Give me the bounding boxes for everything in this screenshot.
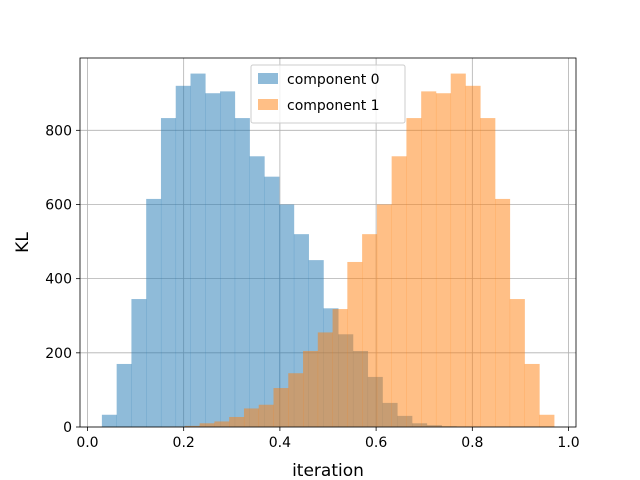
bar-component-1	[273, 388, 289, 427]
y-tick-label: 400	[45, 272, 72, 288]
bar-component-1	[391, 156, 407, 428]
x-tick-label: 0.4	[269, 435, 291, 451]
bar-component-1	[406, 118, 422, 427]
bar-component-1	[184, 425, 200, 427]
bar-component-0	[175, 85, 191, 427]
bar-component-0	[101, 414, 117, 427]
bar-component-1	[480, 118, 496, 427]
bar-component-1	[450, 73, 466, 428]
legend: component 0 component 1	[250, 64, 406, 124]
bar-component-0	[220, 91, 236, 427]
bar-component-0	[234, 118, 250, 427]
bar-component-1	[303, 350, 319, 427]
bar-component-0	[279, 204, 295, 427]
bar-component-1	[362, 234, 378, 427]
x-axis-ticks: 0.0 0.2 0.4 0.6 0.8 1.0	[76, 427, 580, 451]
bar-component-1	[495, 198, 511, 427]
series-component-1-bars	[170, 73, 555, 428]
bar-component-0	[205, 93, 221, 428]
bar-component-0	[249, 156, 265, 428]
bar-component-0	[146, 198, 162, 427]
bar-component-0	[190, 73, 206, 428]
bar-component-1	[347, 261, 363, 427]
x-tick-label: 1.0	[557, 435, 579, 451]
bar-component-0	[131, 299, 147, 427]
plot-frame	[79, 57, 577, 428]
bar-component-0	[160, 118, 177, 427]
bar-component-1	[199, 423, 215, 427]
bar-component-1	[229, 416, 245, 427]
legend-swatch-component-0	[258, 73, 278, 84]
bar-component-1	[376, 204, 392, 427]
y-tick-label: 800	[45, 123, 72, 139]
x-tick-label: 0.2	[173, 435, 195, 451]
legend-swatch-component-1	[258, 99, 278, 110]
x-tick-label: 0.8	[461, 435, 483, 451]
bar-component-1	[243, 408, 260, 427]
bar-component-1	[421, 91, 437, 427]
bar-component-1	[509, 299, 525, 427]
y-tick-label: 0	[63, 420, 72, 436]
x-tick-label: 0.0	[76, 435, 98, 451]
legend-box	[250, 64, 406, 124]
y-tick-label: 600	[45, 197, 72, 213]
bar-component-1	[288, 373, 304, 427]
bar-component-1	[214, 421, 230, 427]
y-tick-label: 200	[45, 346, 72, 362]
bar-component-0	[116, 363, 132, 427]
bar-component-1	[435, 93, 452, 428]
bar-component-0	[264, 176, 280, 427]
y-axis-label: KL	[13, 232, 33, 253]
bar-component-1	[539, 414, 555, 427]
bar-component-1	[332, 309, 348, 427]
x-tick-label: 0.6	[365, 435, 387, 451]
y-axis-ticks: 0 200 400 600 800	[45, 123, 80, 436]
bar-component-1	[524, 363, 540, 427]
bar-component-1	[465, 85, 481, 427]
legend-label-component-0: component 0	[287, 72, 380, 88]
bar-component-1	[258, 404, 274, 427]
x-axis-label: iteration	[292, 461, 364, 480]
legend-label-component-1: component 1	[287, 98, 380, 114]
bar-component-1	[317, 332, 333, 427]
